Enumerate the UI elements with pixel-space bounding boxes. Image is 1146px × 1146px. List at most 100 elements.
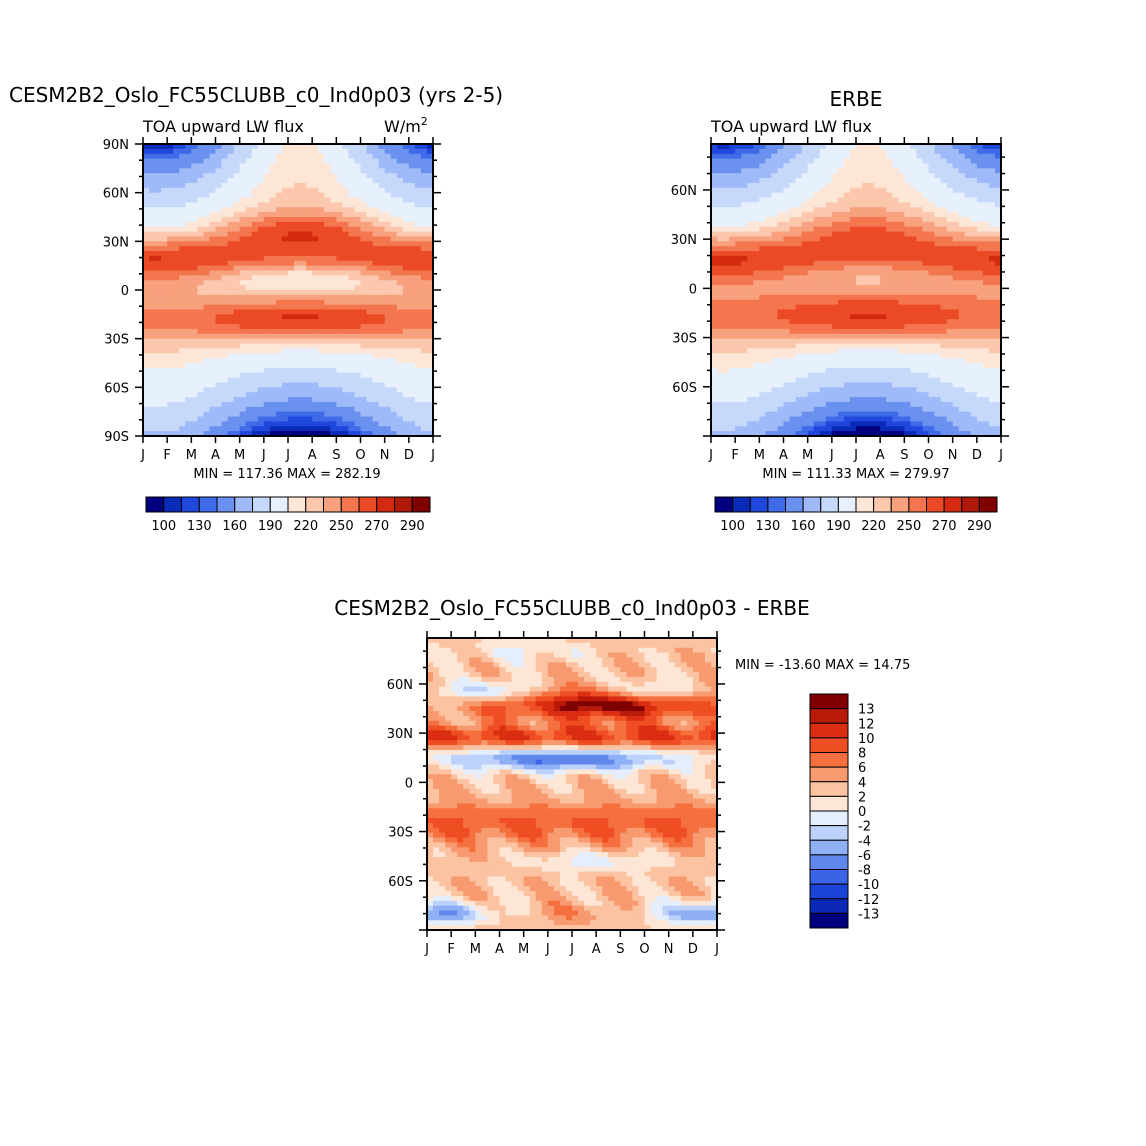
contour-cell: [281, 397, 289, 403]
contour-cell: [173, 319, 180, 325]
contour-cell: [179, 265, 186, 272]
contour-cell: [161, 309, 168, 315]
contour-cell: [312, 241, 319, 247]
contour-cell: [408, 260, 416, 267]
contour-cell: [227, 416, 235, 422]
contour-cell: [831, 324, 839, 330]
contour-cell: [227, 353, 235, 359]
contour-cell: [251, 265, 259, 272]
contour-cell: [155, 372, 162, 379]
contour-cell: [880, 231, 887, 238]
contour-cell: [988, 275, 996, 281]
contour-cell: [390, 309, 398, 315]
contour-cell: [354, 182, 362, 189]
contour-cell: [167, 416, 174, 422]
contour-cell: [366, 319, 374, 325]
contour-cell: [717, 285, 724, 291]
contour-cell: [269, 290, 277, 296]
contour-cell: [209, 187, 217, 194]
contour-cell: [275, 182, 283, 189]
contour-cell: [414, 153, 422, 160]
contour-cell: [753, 173, 760, 179]
contour-cell: [747, 178, 754, 184]
contour-cell: [384, 158, 392, 165]
contour-cell: [946, 265, 954, 272]
contour-cell: [245, 299, 253, 306]
contour-cell: [849, 241, 857, 247]
contour-cell: [221, 187, 229, 194]
contour-cell: [765, 212, 773, 218]
contour-cell: [354, 372, 362, 379]
contour-cell: [366, 226, 374, 233]
contour-cell: [390, 246, 398, 252]
contour-cell: [245, 290, 253, 296]
contour-cell: [209, 158, 217, 165]
contour-cell: [251, 192, 259, 199]
contour-cell: [300, 426, 307, 432]
contour-cell: [892, 231, 899, 238]
contour-cell: [910, 294, 918, 301]
contour-cell: [771, 192, 779, 199]
contour-cell: [167, 426, 174, 432]
contour-cell: [179, 426, 186, 432]
contour-cell: [336, 382, 343, 388]
contour-cell: [378, 421, 386, 427]
contour-cell: [330, 397, 337, 403]
contour-cell: [203, 309, 211, 315]
contour-cell: [161, 173, 168, 179]
contour-cell: [886, 221, 893, 228]
contour-cell: [934, 207, 942, 213]
contour-cell: [880, 328, 887, 335]
contour-cell: [306, 168, 313, 174]
contour-cell: [257, 231, 265, 238]
contour-cell: [994, 290, 1001, 296]
contour-cell: [711, 221, 718, 228]
contour-cell: [789, 192, 797, 199]
contour-cell: [711, 153, 718, 160]
contour-cell: [191, 338, 198, 345]
contour-cell: [940, 217, 948, 223]
contour-cell: [874, 265, 881, 272]
contour-cell: [868, 178, 875, 184]
contour-cell: [717, 178, 724, 184]
contour-cell: [988, 144, 996, 150]
contour-cell: [312, 280, 319, 286]
contour-cell: [843, 246, 851, 252]
contour-cell: [789, 285, 797, 291]
contour-cell: [342, 397, 350, 403]
contour-cell: [837, 265, 845, 272]
contour-cell: [269, 299, 277, 306]
contour-cell: [366, 431, 374, 436]
contour-cell: [251, 212, 259, 218]
contour-cell: [414, 290, 422, 296]
contour-cell: [747, 290, 754, 296]
contour-cell: [711, 231, 718, 238]
contour-cell: [281, 202, 289, 208]
contour-cell: [336, 187, 343, 194]
contour-cell: [342, 406, 350, 413]
contour-cell: [408, 251, 416, 257]
contour-cell: [976, 285, 984, 291]
contour-cell: [294, 294, 301, 301]
contour-cell: [426, 260, 433, 267]
contour-cell: [765, 168, 773, 174]
contour-cell: [294, 231, 301, 238]
contour-cell: [161, 416, 168, 422]
contour-cell: [777, 328, 785, 335]
contour-cell: [221, 207, 229, 213]
contour-cell: [988, 280, 996, 286]
contour-cell: [336, 246, 343, 252]
contour-cell: [342, 290, 350, 296]
contour-cell: [765, 178, 773, 184]
contour-cell: [384, 187, 392, 194]
contour-cell: [294, 426, 301, 432]
contour-cell: [384, 265, 392, 272]
contour-cell: [366, 397, 374, 403]
contour-cell: [179, 382, 186, 388]
contour-cell: [378, 290, 386, 296]
contour-cell: [402, 148, 410, 155]
contour-cell: [813, 153, 821, 160]
contour-cell: [191, 212, 198, 218]
contour-cell: [952, 212, 960, 218]
contour-cell: [300, 187, 307, 194]
